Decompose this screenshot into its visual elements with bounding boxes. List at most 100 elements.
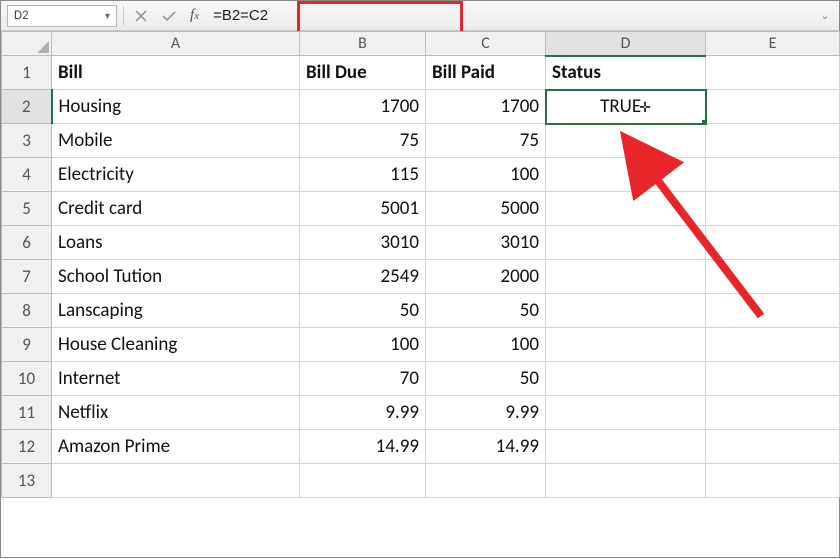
col-header-C[interactable]: C	[426, 32, 546, 56]
cell[interactable]: 14.99	[300, 430, 426, 464]
cell[interactable]: 2000	[426, 260, 546, 294]
cell[interactable]: 100	[426, 328, 546, 362]
cell[interactable]	[706, 362, 840, 396]
cell[interactable]: 14.99	[426, 430, 546, 464]
cell[interactable]	[706, 124, 840, 158]
cell[interactable]: 9.99	[300, 396, 426, 430]
cell[interactable]	[300, 464, 426, 498]
col-header-B[interactable]: B	[300, 32, 426, 56]
cell[interactable]: 2549	[300, 260, 426, 294]
cell[interactable]: Bill Due	[300, 56, 426, 90]
accept-formula-icon[interactable]	[158, 5, 180, 27]
selected-cell[interactable]: TRUE✛	[546, 90, 706, 124]
cell[interactable]	[706, 260, 840, 294]
cell[interactable]	[706, 396, 840, 430]
cell[interactable]: 1700	[300, 90, 426, 124]
cell[interactable]	[706, 56, 840, 90]
cell[interactable]: 3010	[426, 226, 546, 260]
cell[interactable]	[546, 464, 706, 498]
cell[interactable]: 1700	[426, 90, 546, 124]
cell[interactable]: School Tution	[52, 260, 300, 294]
cell[interactable]: 75	[300, 124, 426, 158]
fill-cursor-icon: ✛	[639, 99, 651, 116]
cell[interactable]	[546, 260, 706, 294]
row-header[interactable]: 3	[2, 124, 52, 158]
cell[interactable]	[426, 464, 546, 498]
cell[interactable]	[706, 430, 840, 464]
table-row: 7 School Tution 2549 2000	[2, 260, 840, 294]
row-header[interactable]: 7	[2, 260, 52, 294]
formula-bar-expand-icon[interactable]: ⌄	[817, 9, 833, 22]
cell[interactable]: Credit card	[52, 192, 300, 226]
row-header[interactable]: 13	[2, 464, 52, 498]
cell[interactable]: 100	[300, 328, 426, 362]
fx-icon[interactable]: fx	[186, 7, 203, 24]
cell[interactable]	[706, 192, 840, 226]
cell[interactable]: 115	[300, 158, 426, 192]
cell[interactable]	[546, 124, 706, 158]
cell[interactable]	[546, 294, 706, 328]
cell[interactable]: House Cleaning	[52, 328, 300, 362]
cell[interactable]: Netflix	[52, 396, 300, 430]
cell[interactable]	[546, 396, 706, 430]
cell[interactable]	[546, 328, 706, 362]
worksheet[interactable]: A B C D E 1 Bill Bill Due Bill Paid Stat…	[1, 31, 839, 498]
cell[interactable]: Status	[546, 56, 706, 90]
row-header[interactable]: 11	[2, 396, 52, 430]
cell[interactable]: 50	[426, 362, 546, 396]
formula-input[interactable]	[209, 5, 811, 27]
name-box-dropdown-icon[interactable]: ▾	[105, 9, 110, 22]
cell[interactable]	[546, 226, 706, 260]
cell[interactable]: 100	[426, 158, 546, 192]
cell[interactable]: Bill	[52, 56, 300, 90]
cell[interactable]	[706, 90, 840, 124]
col-header-A[interactable]: A	[52, 32, 300, 56]
cell[interactable]	[706, 294, 840, 328]
row-header[interactable]: 10	[2, 362, 52, 396]
row-header[interactable]: 1	[2, 56, 52, 90]
cell[interactable]: 3010	[300, 226, 426, 260]
cell[interactable]: 75	[426, 124, 546, 158]
row-header[interactable]: 9	[2, 328, 52, 362]
row-header[interactable]: 12	[2, 430, 52, 464]
cell[interactable]	[706, 328, 840, 362]
row-header[interactable]: 2	[2, 90, 52, 124]
col-header-E[interactable]: E	[706, 32, 840, 56]
select-all-corner[interactable]	[2, 32, 52, 56]
cell[interactable]: Bill Paid	[426, 56, 546, 90]
cell[interactable]	[546, 362, 706, 396]
row-header[interactable]: 6	[2, 226, 52, 260]
cell[interactable]: 50	[300, 294, 426, 328]
cell[interactable]: 5000	[426, 192, 546, 226]
col-header-D[interactable]: D	[546, 32, 706, 56]
cell[interactable]: Internet	[52, 362, 300, 396]
cell[interactable]: Amazon Prime	[52, 430, 300, 464]
cell[interactable]	[706, 158, 840, 192]
cell[interactable]	[706, 226, 840, 260]
cell[interactable]	[546, 192, 706, 226]
row-header[interactable]: 8	[2, 294, 52, 328]
table-row: 13	[2, 464, 840, 498]
table-row: 6 Loans 3010 3010	[2, 226, 840, 260]
cell[interactable]: Loans	[52, 226, 300, 260]
name-box-value: D2	[14, 8, 29, 23]
formula-bar-row: D2 ▾ fx ⌄	[1, 1, 839, 31]
grid[interactable]: A B C D E 1 Bill Bill Due Bill Paid Stat…	[1, 31, 840, 498]
cell[interactable]: 5001	[300, 192, 426, 226]
cell-value: TRUE	[600, 95, 641, 118]
cell[interactable]	[546, 430, 706, 464]
cell[interactable]: Mobile	[52, 124, 300, 158]
cell[interactable]: Housing	[52, 90, 300, 124]
cell[interactable]: 50	[426, 294, 546, 328]
row-header[interactable]: 5	[2, 192, 52, 226]
name-box[interactable]: D2 ▾	[7, 5, 117, 27]
cancel-formula-icon[interactable]	[130, 5, 152, 27]
cell[interactable]: Lanscaping	[52, 294, 300, 328]
cell[interactable]: 70	[300, 362, 426, 396]
cell[interactable]: 9.99	[426, 396, 546, 430]
cell[interactable]	[706, 464, 840, 498]
row-header[interactable]: 4	[2, 158, 52, 192]
cell[interactable]	[52, 464, 300, 498]
cell[interactable]	[546, 158, 706, 192]
cell[interactable]: Electricity	[52, 158, 300, 192]
